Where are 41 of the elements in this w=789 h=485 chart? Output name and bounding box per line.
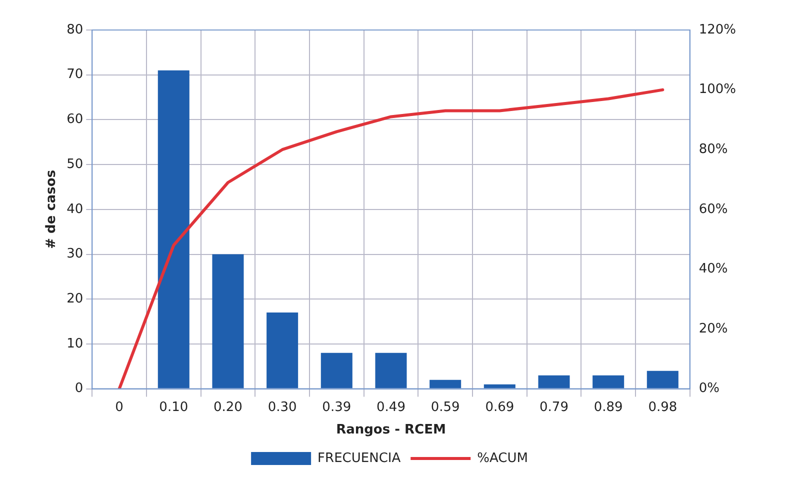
y-tick-label: 0 [74,381,84,396]
x-axis-title: Rangos - RCEM [336,422,446,438]
y2-tick-label: 120% [698,22,736,38]
bar [484,384,516,388]
x-tick-label: 0.98 [648,400,678,415]
bar [266,312,298,388]
y2-tick-label: 80% [698,142,728,157]
y-axis-title: # de casos [44,170,60,249]
y-tick-label: 10 [66,336,84,352]
bar [592,375,624,388]
legend-label: FRECUENCIA [318,450,401,466]
y2-tick-label: 40% [698,262,728,277]
x-tick-label: 0.30 [268,400,297,415]
y2-tick-label: 20% [698,321,728,336]
bar [430,380,462,388]
x-tick-label: 0.49 [376,400,406,415]
bar [212,254,244,388]
x-tick-label: 0.59 [430,400,460,415]
x-tick-label: 0.20 [214,400,242,415]
y-tick-label: 60 [66,112,84,128]
y2-tick-label: 0% [698,381,720,396]
y-tick-label: 70 [66,67,84,82]
y-tick-label: 80 [66,22,84,38]
y-tick-label: 40 [66,202,84,217]
y-tick-label: 20 [66,291,84,306]
y2-tick-label: 100% [698,82,736,98]
y-tick-label: 50 [66,156,84,172]
legend-label: %ACUM [477,450,528,466]
x-tick-label: 0.79 [540,400,568,415]
y-tick-label: 30 [66,246,84,262]
bar [158,70,190,388]
x-tick-label: 0 [115,400,124,415]
bar [538,375,570,388]
x-tick-label: 0.10 [159,400,188,415]
bar [646,370,678,388]
x-tick-label: 0.89 [594,400,623,415]
y2-tick-label: 60% [698,202,728,217]
x-tick-label: 0.69 [485,400,514,415]
bar [375,352,407,388]
x-tick-label: 0.39 [322,400,352,415]
bar [320,352,352,388]
